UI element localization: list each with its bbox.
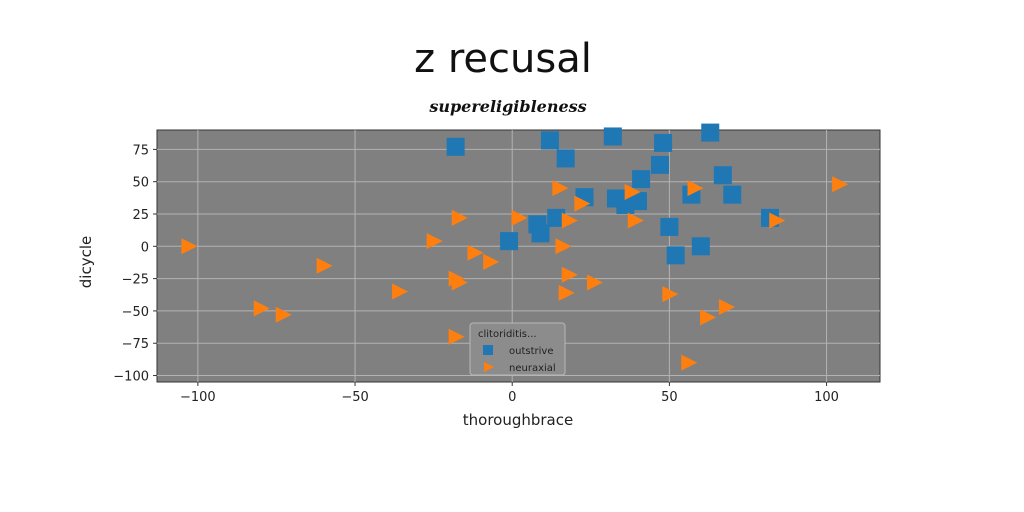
point-neuraxial	[586, 274, 603, 291]
y-tick-label: −25	[122, 273, 149, 288]
point-neuraxial	[832, 176, 849, 193]
point-outstrive	[654, 133, 673, 152]
point-neuraxial	[451, 274, 468, 291]
y-tick-label: −50	[122, 305, 149, 320]
point-neuraxial	[769, 212, 786, 229]
y-tick-label: 25	[132, 208, 149, 223]
x-tick-label: 0	[508, 390, 516, 405]
legend-title: clitoriditis...	[478, 329, 537, 340]
x-tick-label: −100	[180, 390, 216, 405]
legend-marker-neuraxial	[484, 362, 494, 372]
legend-marker-outstrive	[483, 345, 493, 355]
point-neuraxial	[700, 309, 717, 326]
x-axis-label: thoroughbrace	[463, 411, 573, 429]
point-neuraxial	[451, 209, 468, 226]
x-axis-ticks: −100 −50 0 50 100	[180, 382, 839, 405]
point-neuraxial	[574, 195, 591, 212]
x-tick-label: −50	[341, 390, 368, 405]
point-neuraxial	[448, 328, 465, 345]
point-neuraxial	[181, 238, 198, 255]
point-outstrive	[650, 155, 669, 174]
data-points	[181, 123, 849, 371]
point-neuraxial	[483, 253, 500, 270]
chart-subtitle: supereligibleness	[428, 97, 586, 116]
point-neuraxial	[275, 306, 292, 323]
point-neuraxial	[687, 180, 704, 197]
chart-title: z recusal	[414, 36, 592, 82]
x-tick-label: 100	[814, 390, 839, 405]
legend-label-neuraxial: neuraxial	[509, 363, 556, 374]
point-neuraxial	[558, 284, 575, 301]
point-neuraxial	[555, 238, 572, 255]
point-neuraxial	[467, 244, 484, 261]
point-outstrive	[603, 127, 622, 146]
point-neuraxial	[426, 233, 443, 250]
legend-label-outstrive: outstrive	[509, 346, 553, 357]
point-neuraxial	[627, 212, 644, 229]
point-outstrive	[723, 185, 742, 204]
point-neuraxial	[624, 184, 641, 201]
legend-box	[469, 322, 566, 376]
point-neuraxial	[718, 299, 735, 316]
y-tick-label: 75	[132, 143, 149, 158]
point-outstrive	[666, 246, 685, 265]
point-outstrive	[446, 137, 465, 156]
point-neuraxial	[392, 283, 409, 300]
point-outstrive	[616, 195, 635, 214]
y-tick-label: 0	[141, 240, 149, 255]
legend: clitoriditis... outstrive neuraxial	[469, 322, 566, 376]
point-outstrive	[660, 217, 679, 236]
y-tick-label: −75	[122, 337, 149, 352]
point-neuraxial	[316, 257, 333, 274]
y-tick-label: 50	[132, 176, 149, 191]
point-neuraxial	[561, 266, 578, 283]
point-outstrive	[713, 166, 732, 185]
point-outstrive	[632, 170, 651, 189]
y-axis-ticks: 75 50 25 0 −25 −50 −75 −100	[113, 143, 157, 385]
point-neuraxial	[511, 209, 528, 226]
point-outstrive	[547, 208, 566, 227]
y-tick-label: −100	[113, 370, 149, 385]
point-outstrive	[500, 232, 519, 251]
point-neuraxial	[662, 286, 679, 303]
point-outstrive	[540, 131, 559, 150]
point-neuraxial	[681, 354, 698, 371]
point-outstrive	[556, 149, 575, 168]
point-neuraxial	[253, 300, 270, 317]
point-neuraxial	[561, 212, 578, 229]
point-outstrive	[531, 224, 550, 243]
point-neuraxial	[552, 180, 569, 197]
x-tick-label: 50	[661, 390, 678, 405]
point-outstrive	[691, 237, 710, 256]
y-axis-label: dicycle	[77, 236, 95, 288]
point-outstrive	[701, 123, 720, 142]
grid-lines	[157, 130, 880, 382]
